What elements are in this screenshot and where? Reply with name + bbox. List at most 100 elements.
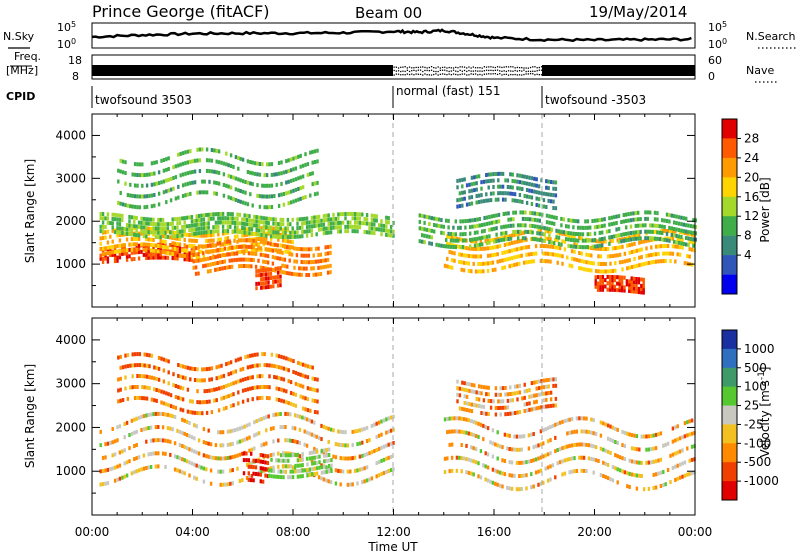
heatmap-cell	[225, 151, 228, 156]
heatmap-cell	[480, 411, 483, 415]
heatmap-cell	[544, 251, 547, 256]
heatmap-cell	[303, 416, 306, 421]
frequency-dot	[501, 74, 503, 76]
heatmap-cell	[690, 240, 694, 245]
heatmap-cell	[580, 416, 583, 421]
heatmap-cell	[594, 275, 597, 280]
heatmap-cell	[133, 215, 136, 220]
heatmap-cell	[281, 217, 285, 222]
heatmap-cell	[221, 216, 225, 221]
heatmap-cell	[680, 215, 683, 220]
heatmap-cell	[298, 247, 301, 251]
heatmap-cell	[501, 471, 504, 476]
heatmap-cell	[279, 243, 282, 248]
heatmap-cell	[329, 226, 333, 230]
heatmap-cell	[385, 232, 388, 237]
heatmap-cell	[203, 378, 206, 383]
heatmap-cell	[493, 239, 496, 244]
heatmap-cell	[165, 157, 168, 162]
nave-tick-bottom: 0	[708, 70, 715, 83]
heatmap-cell	[253, 446, 256, 451]
heatmap-cell	[164, 230, 167, 235]
heatmap-cell	[136, 173, 139, 177]
frequency-dot	[529, 70, 532, 73]
heatmap-cell	[255, 273, 258, 278]
heatmap-cell	[211, 262, 215, 266]
heatmap-cell	[289, 438, 292, 443]
heatmap-cell	[282, 458, 285, 463]
heatmap-cell	[124, 203, 127, 208]
heatmap-cell	[205, 190, 209, 195]
heatmap-cell	[545, 378, 548, 383]
heatmap-cell	[344, 212, 347, 216]
heatmap-cell	[482, 246, 485, 251]
heatmap-cell	[456, 399, 459, 404]
heatmap-cell	[523, 409, 526, 413]
heatmap-cell	[106, 240, 110, 245]
heatmap-cell	[525, 473, 528, 478]
heatmap-cell	[202, 221, 206, 226]
heatmap-cell	[227, 372, 230, 377]
heatmap-cell	[241, 425, 244, 430]
heatmap-cell	[189, 410, 192, 415]
heatmap-cell	[528, 195, 531, 199]
heatmap-cell	[304, 152, 307, 157]
heatmap-cell	[136, 162, 139, 167]
heatmap-cell	[169, 439, 172, 444]
heatmap-cell	[668, 219, 671, 224]
heatmap-cell	[482, 385, 486, 390]
heatmap-cell	[197, 218, 201, 223]
frequency-dot	[499, 73, 501, 75]
heatmap-cell	[690, 232, 694, 237]
cpid-label: CPID	[6, 90, 35, 103]
heatmap-cell	[201, 378, 204, 383]
heatmap-cell	[252, 258, 255, 263]
heatmap-cell	[628, 432, 631, 437]
heatmap-cell	[448, 250, 451, 254]
heatmap-cell	[449, 238, 453, 243]
heatmap-cell	[173, 441, 177, 446]
heatmap-cell	[266, 461, 270, 465]
heatmap-cell	[516, 410, 519, 415]
heatmap-cell	[292, 156, 295, 161]
heatmap-cell	[121, 398, 125, 402]
heatmap-cell	[554, 377, 558, 382]
heatmap-cell	[327, 222, 330, 226]
heatmap-cell	[130, 257, 134, 262]
heatmap-cell	[440, 243, 443, 248]
heatmap-cell	[666, 441, 670, 446]
heatmap-cell	[238, 230, 242, 234]
heatmap-cell	[470, 182, 474, 187]
heatmap-cell	[508, 264, 511, 269]
heatmap-cell	[501, 458, 504, 463]
heatmap-cell	[604, 284, 607, 289]
noise-right-tick-top: 105	[708, 20, 727, 35]
heatmap-cell	[478, 236, 481, 241]
heatmap-cell	[200, 233, 203, 238]
heatmap-cell	[207, 221, 210, 226]
heatmap-cell	[251, 353, 254, 358]
heatmap-cell	[323, 448, 326, 453]
heatmap-cell	[549, 425, 552, 429]
heatmap-cell	[279, 278, 282, 283]
heatmap-cell	[295, 259, 299, 264]
heatmap-cell	[252, 458, 255, 463]
heatmap-cell	[200, 230, 203, 235]
heatmap-cell	[606, 269, 610, 274]
heatmap-cell	[687, 236, 690, 241]
heatmap-cell	[494, 252, 497, 257]
heatmap-cell	[283, 257, 287, 262]
heatmap-cell	[101, 259, 105, 264]
heatmap-cell	[200, 213, 203, 218]
heatmap-cell	[505, 224, 508, 229]
heatmap-cell	[433, 229, 436, 234]
frequency-dot	[457, 67, 459, 69]
heatmap-cell	[592, 444, 595, 449]
heatmap-cell	[161, 234, 165, 239]
heatmap-cell	[594, 458, 598, 463]
heatmap-cell	[160, 158, 163, 163]
heatmap-cell	[652, 252, 655, 257]
heatmap-cell	[283, 244, 287, 249]
heatmap-cell	[301, 195, 305, 200]
heatmap-cell	[150, 161, 154, 166]
